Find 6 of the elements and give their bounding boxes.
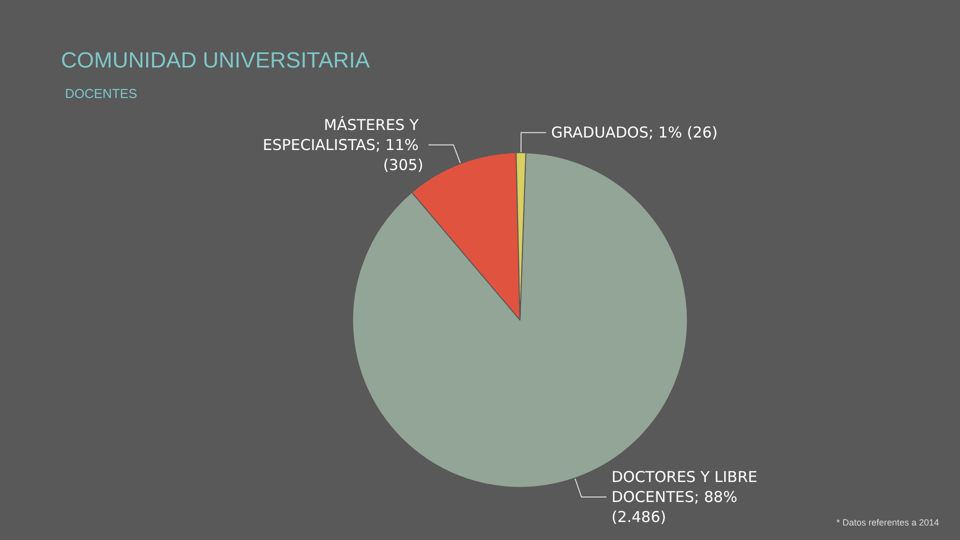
slice-label: MÁSTERES Y ESPECIALISTAS; 11% (305): [262, 116, 424, 174]
chart-title: COMUNIDAD UNIVERSITARIA: [61, 48, 370, 72]
text: DOCENTES: [65, 86, 138, 101]
text: * Datos referentes a 2014: [836, 518, 940, 528]
slice-label: DOCTORES Y LIBRE DOCENTES; 88% (2.486): [611, 468, 762, 526]
slice-label: GRADUADOS; 1% (26): [551, 124, 718, 142]
